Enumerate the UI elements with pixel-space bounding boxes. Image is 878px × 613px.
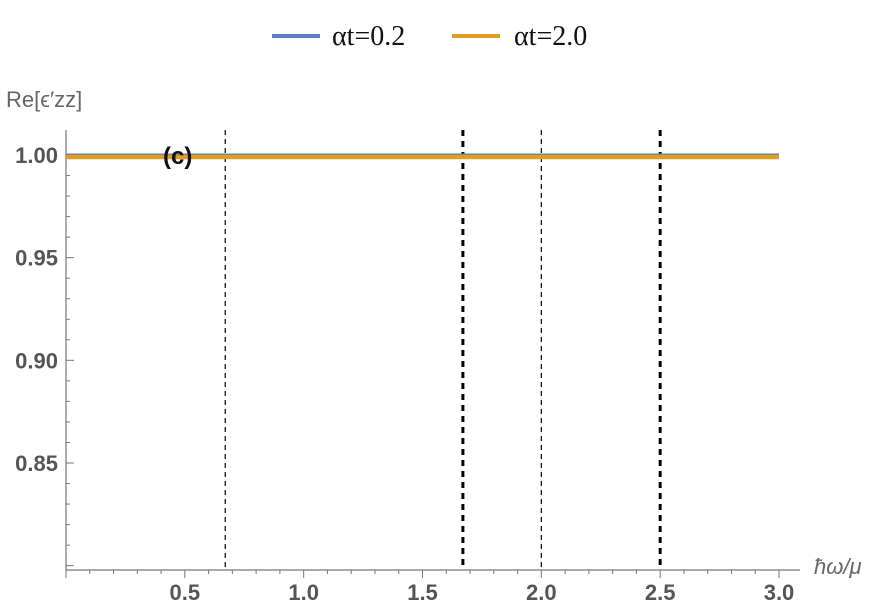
legend-item-series-1: αt=0.2 [272, 21, 405, 52]
x-tick-label: 2.5 [645, 580, 676, 605]
x-axis-title: ħω/μ [814, 554, 862, 579]
ticks [65, 154, 780, 578]
reference-lines [224, 130, 662, 570]
y-axis-title: Re[ϵ′zz] [6, 87, 82, 112]
x-tick-label: 1.5 [407, 580, 438, 605]
panel-label: (c) [163, 143, 192, 170]
series-lines [66, 153, 779, 160]
x-tick-label: 1.0 [288, 580, 319, 605]
x-tick-label: 0.5 [170, 580, 201, 605]
x-tick-label: 3.0 [764, 580, 795, 605]
legend-item-series-2: αt=2.0 [452, 21, 587, 52]
y-tick-labels: 1.00 0.95 0.90 0.85 [15, 143, 58, 476]
y-tick-label: 0.95 [15, 246, 58, 271]
y-tick-label: 0.85 [15, 451, 58, 476]
x-tick-labels: 0.5 1.0 1.5 2.0 2.5 3.0 [170, 580, 795, 605]
x-tick-label: 2.0 [526, 580, 557, 605]
y-tick-label: 1.00 [15, 143, 58, 168]
y-tick-label: 0.90 [15, 348, 58, 373]
legend-label-series-1: αt=0.2 [332, 21, 405, 52]
legend: αt=0.2 αt=2.0 [272, 21, 587, 52]
legend-label-series-2: αt=2.0 [514, 21, 587, 52]
